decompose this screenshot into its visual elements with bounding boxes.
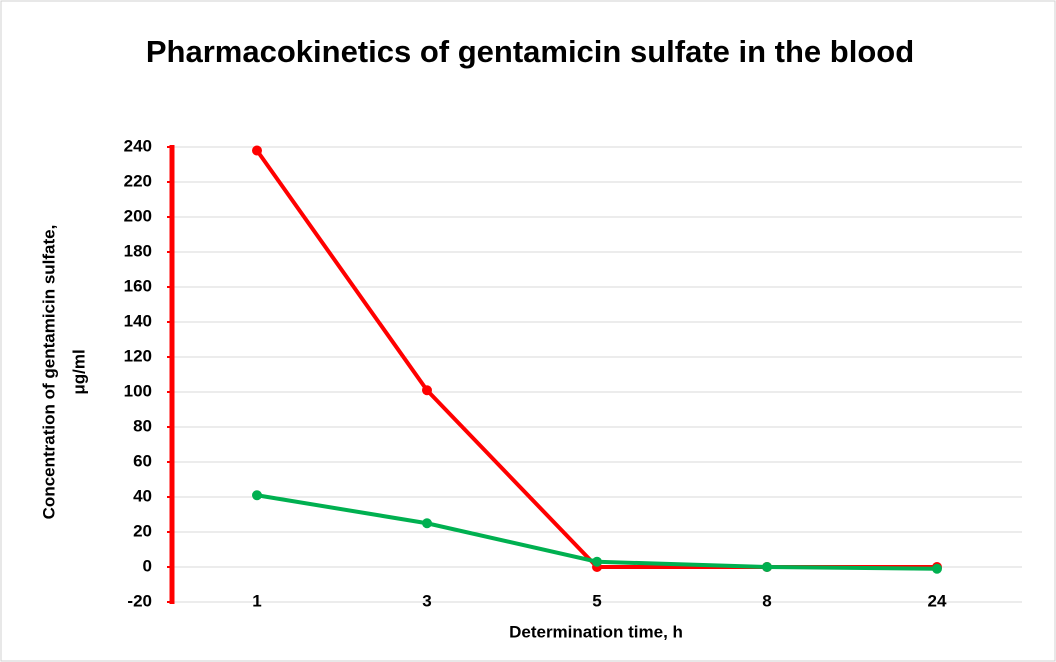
data-point [252,490,262,501]
y-tick-label: 0 [143,556,152,575]
x-tick-label: 24 [928,591,947,610]
y-tick-label: 20 [133,521,152,540]
y-tick-label: 200 [124,206,152,225]
y-tick-label: 220 [124,171,152,190]
y-axis-label: Concentration of gentamicin sulfate, [39,225,58,520]
y-tick-label: 100 [124,381,152,400]
x-tick-label: 5 [592,591,601,610]
y-tick-label: 80 [133,416,152,435]
data-point [252,145,262,156]
x-axis-label: Determination time, h [509,622,683,641]
y-tick-label: 180 [124,241,152,260]
data-point [592,556,602,567]
y-tick-label: 140 [124,311,152,330]
x-tick-label: 8 [762,591,771,610]
x-tick-label: 3 [422,591,431,610]
data-point [932,563,942,574]
y-axis-label: μg/ml [69,349,88,394]
data-point [762,562,772,572]
x-tick-label: 1 [252,591,261,610]
y-tick-label: 40 [133,486,152,505]
y-tick-label: 120 [124,346,152,365]
y-tick-label: 60 [133,451,152,470]
y-tick-label: 240 [124,136,152,155]
data-point [422,385,432,396]
data-point [422,518,432,529]
y-tick-label: 160 [124,276,152,295]
y-tick-label: -20 [127,591,152,610]
chart-title: Pharmacokinetics of gentamicin sulfate i… [145,34,915,69]
